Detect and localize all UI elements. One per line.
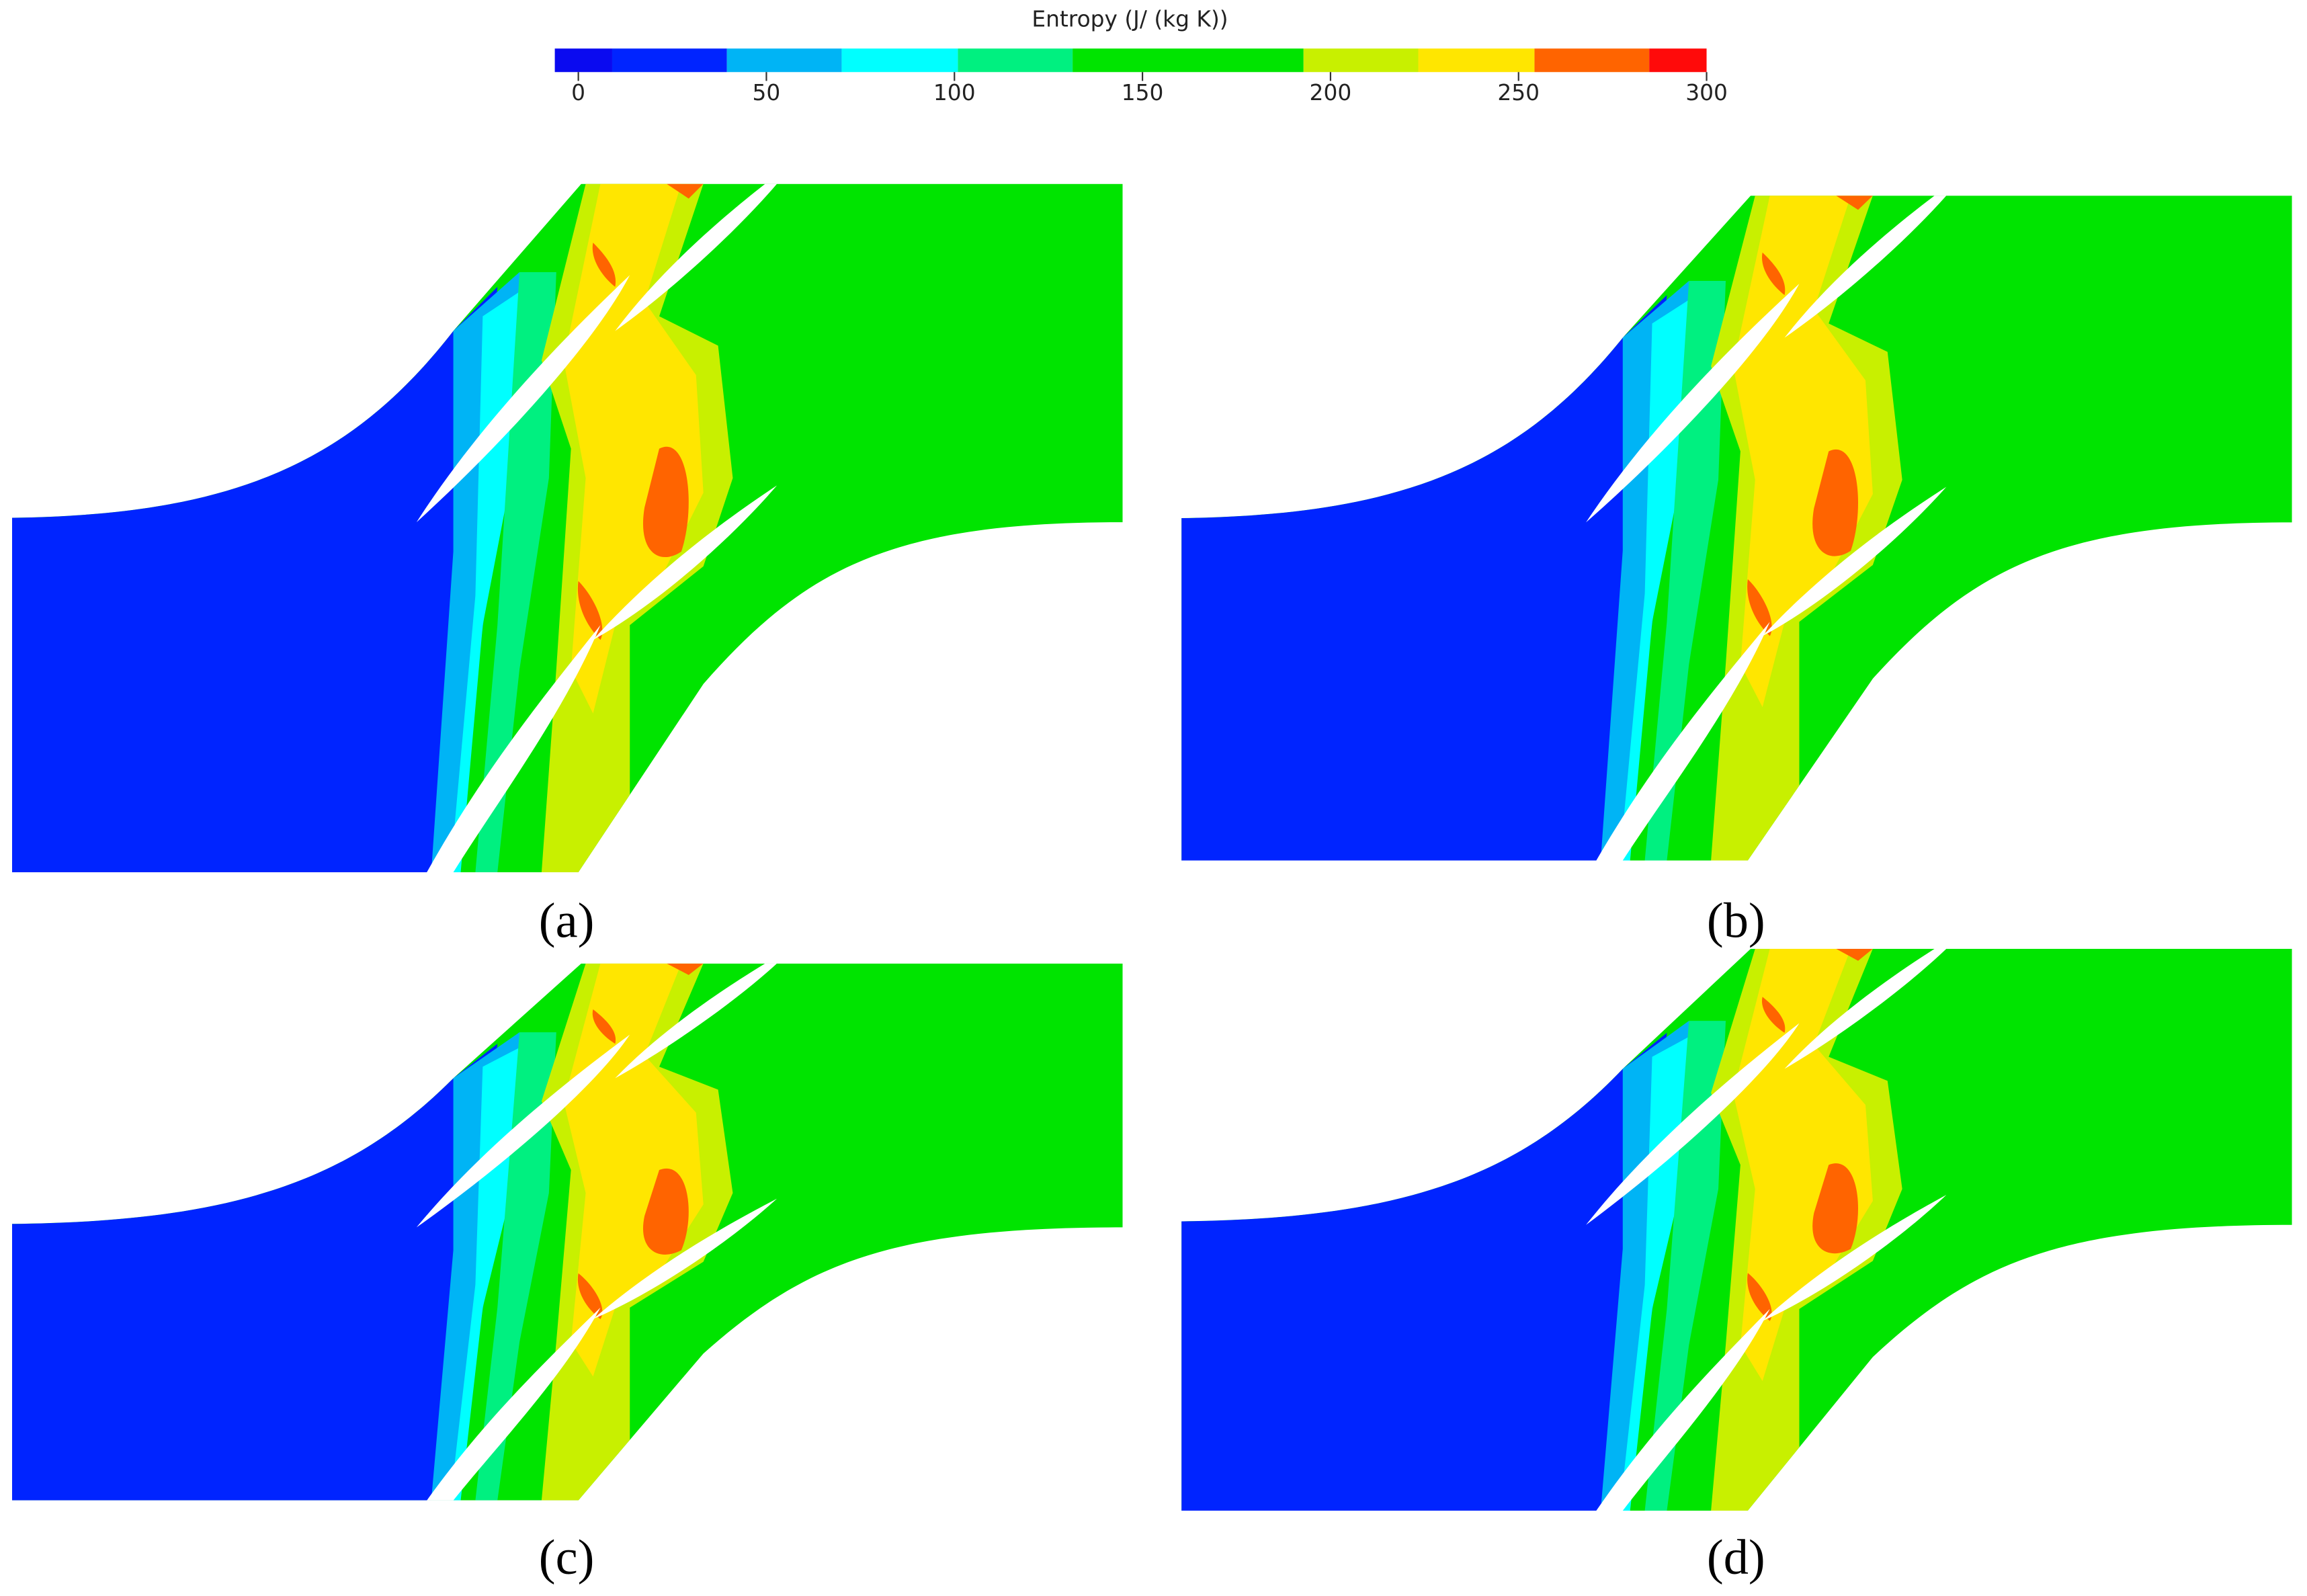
contour-panel [12,964,1123,1501]
tick-label: 100 [933,80,976,106]
tick-label: 50 [753,80,781,106]
contour-panel [1181,196,2292,860]
colorbar: 0 50 100 150 200 250 300 [554,48,1728,106]
tick-label: 150 [1122,80,1164,106]
colorbar-segment [1303,48,1419,73]
colorbar-segment [554,48,612,73]
panel-label: (c) [539,1530,595,1585]
colorbar-segment [958,48,1073,73]
colorbar-segment [841,48,958,73]
colorbar-segment [1534,48,1650,73]
colorbar-segment [612,48,727,73]
tick-label: 200 [1310,80,1352,106]
colorbar-title: Entropy (J/ (kg K)) [1032,6,1228,32]
contour-panel [1181,949,2292,1511]
colorbar-segment [1649,48,1707,73]
tick-label: 300 [1685,80,1728,106]
tick-label: 0 [571,80,585,106]
panel-label: (d) [1707,1530,1765,1585]
panel-label: (b) [1707,893,1765,948]
panel-label: (a) [539,893,595,948]
contour-panel [12,184,1123,872]
colorbar-segment [726,48,842,73]
colorbar-segment [1073,48,1304,73]
tick-label: 250 [1497,80,1540,106]
colorbar-segment [1418,48,1535,73]
